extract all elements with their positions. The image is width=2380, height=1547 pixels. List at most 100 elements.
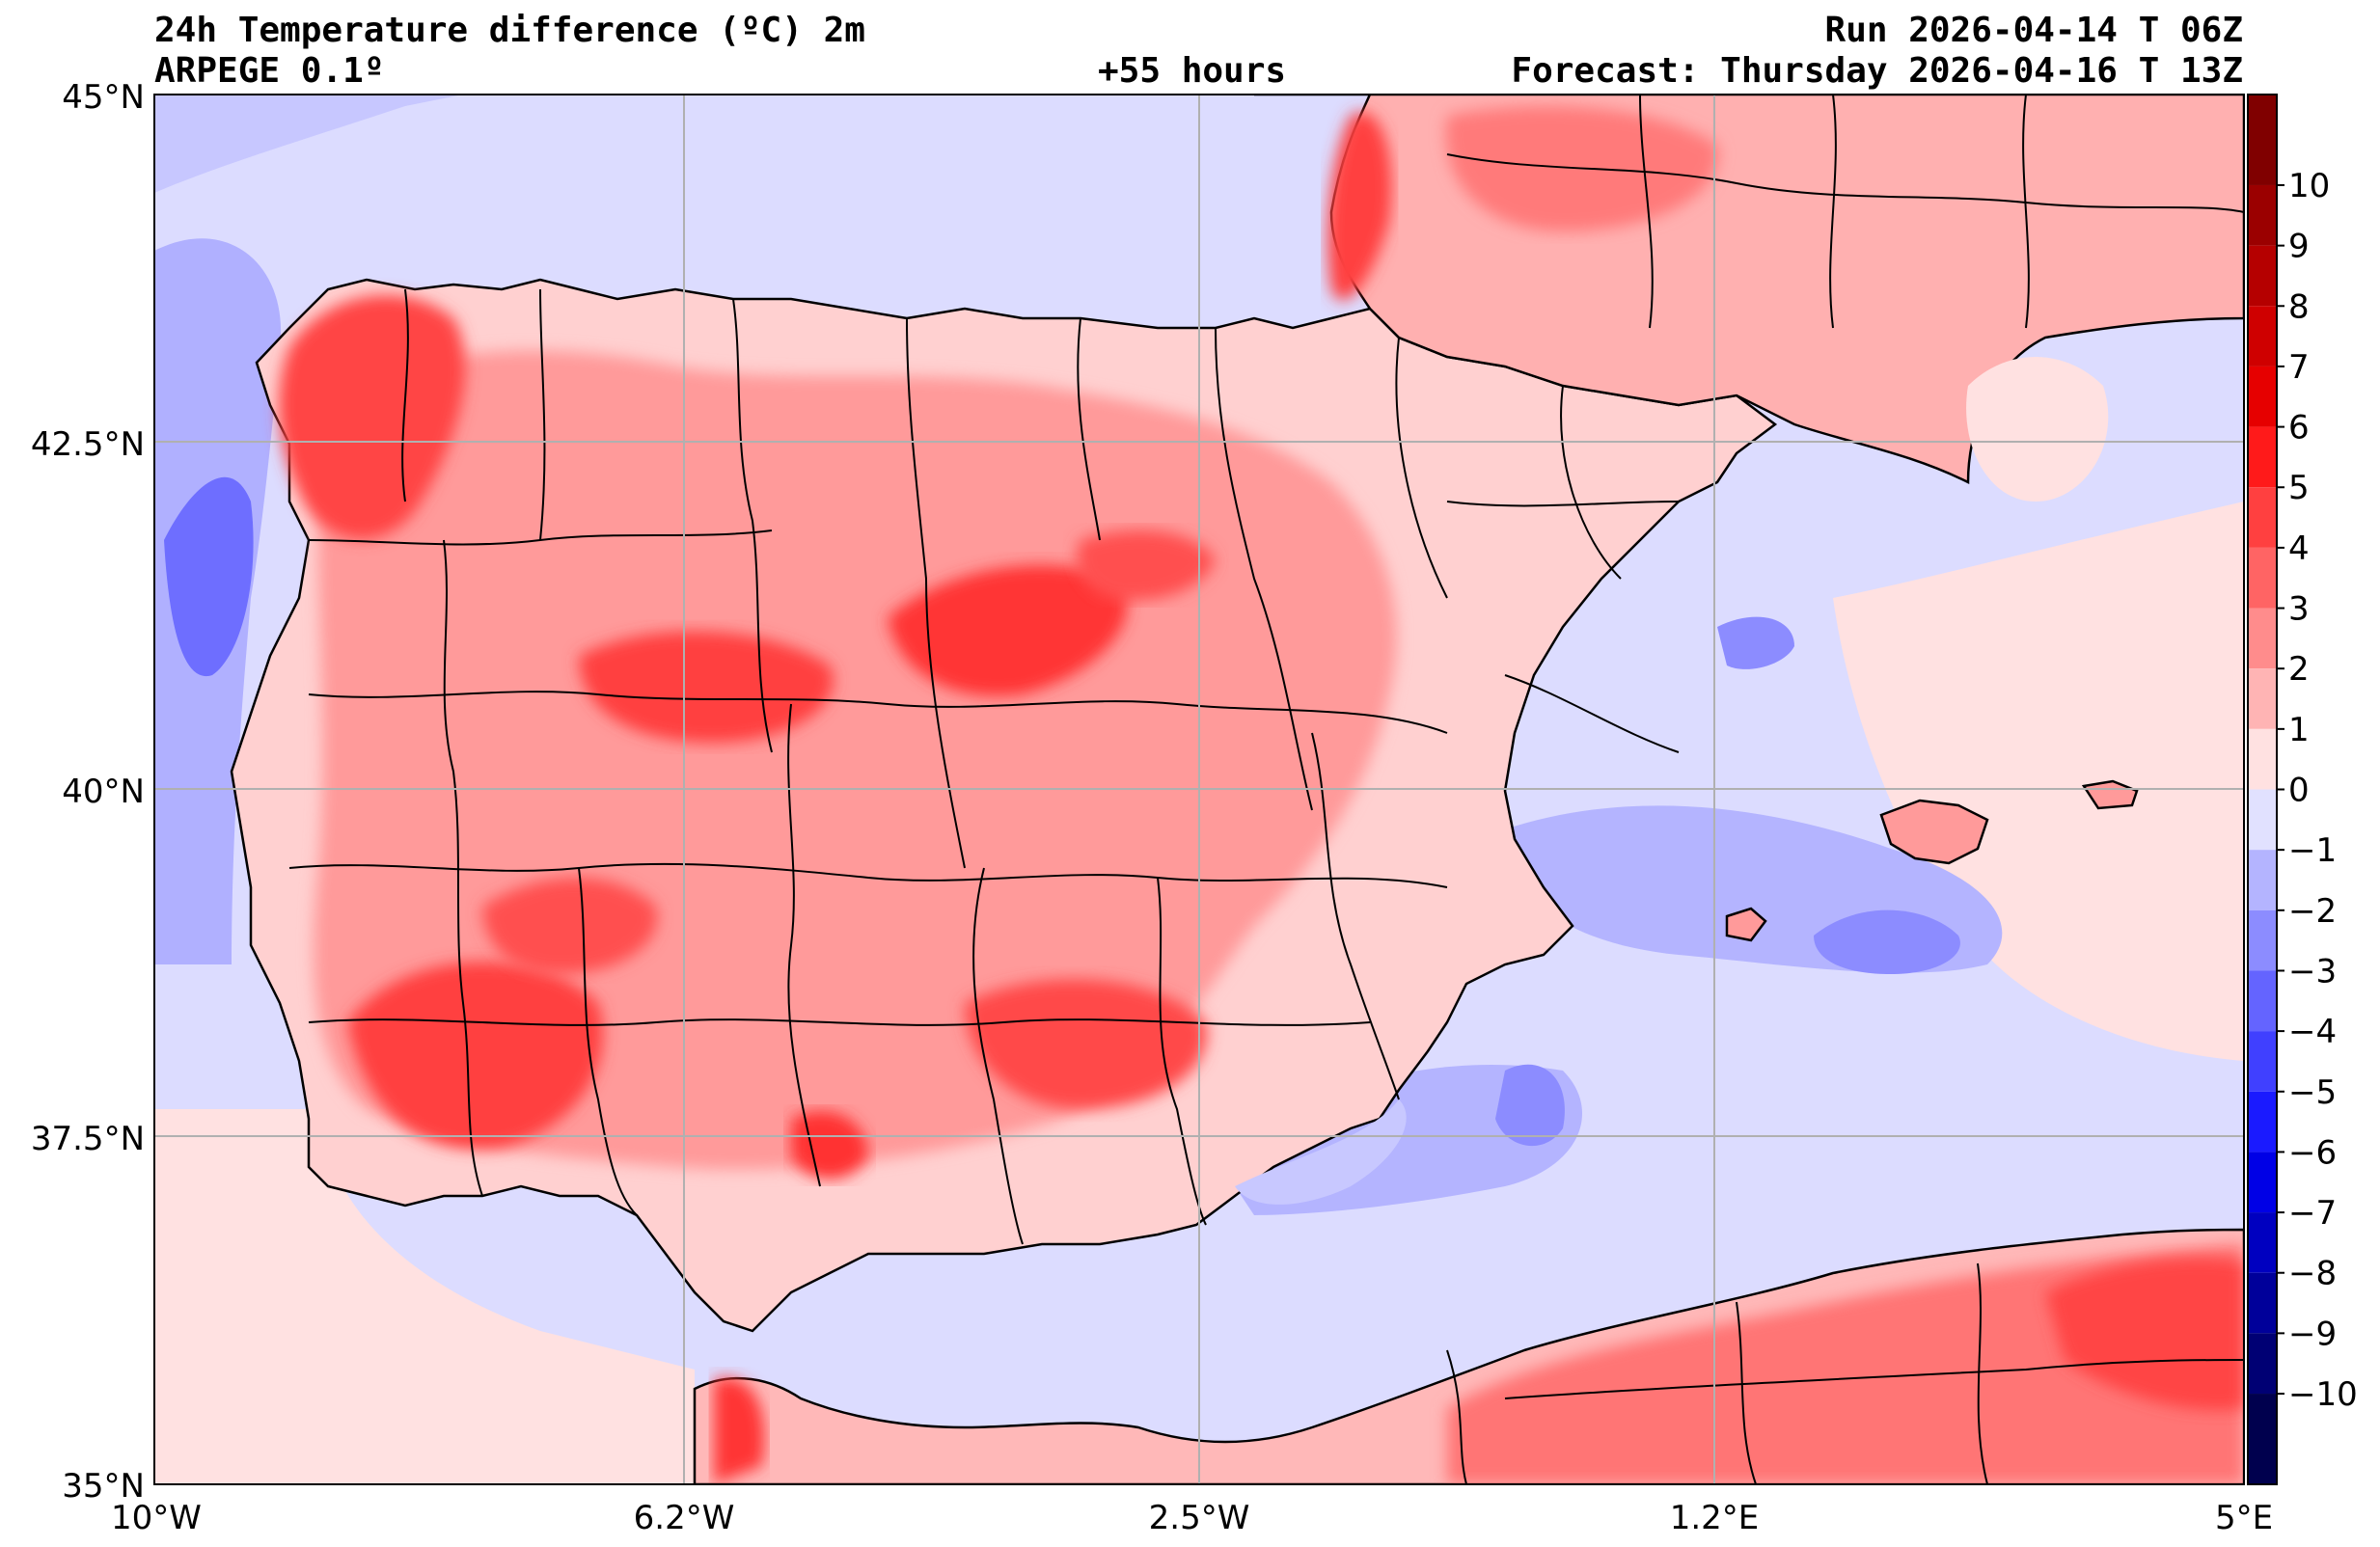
sevilla-hot-spot xyxy=(791,1111,868,1180)
colorbar-label: −2 xyxy=(2288,892,2337,931)
lat-label: 35°N xyxy=(62,1467,145,1506)
ebro-delta-cold xyxy=(1717,616,1794,669)
map-title: 24h Temperature difference (ºC) 2m xyxy=(154,11,865,50)
region-boundary xyxy=(1639,95,1654,329)
colorbar-segment xyxy=(2248,728,2277,790)
colorbar-segment xyxy=(2248,95,2277,185)
mallorca xyxy=(1879,799,1989,865)
province-boundary xyxy=(906,317,966,869)
region-boundary xyxy=(1446,153,2244,213)
region-boundary xyxy=(2022,95,2030,329)
jaen-hot-spot xyxy=(965,979,1208,1109)
soria-hot-spot xyxy=(888,564,1128,696)
province-boundary xyxy=(1311,732,1400,1100)
lat-label: 37.5°N xyxy=(31,1120,145,1158)
alentejo-hot-spot xyxy=(347,962,604,1150)
lat-label: 45°N xyxy=(62,78,145,117)
province-boundary xyxy=(1504,674,1680,753)
lat-label: 42.5°N xyxy=(31,425,145,464)
atlantic-cool-band xyxy=(154,95,463,193)
colorbar-label: 7 xyxy=(2288,348,2310,387)
colorbar-label: −9 xyxy=(2288,1315,2337,1353)
colorbar-label: 4 xyxy=(2288,529,2310,568)
province-boundary xyxy=(732,298,773,753)
extremadura-hot-spot xyxy=(482,878,658,974)
colorbar-label: 8 xyxy=(2288,287,2310,326)
colorbar-segment xyxy=(2248,1272,2277,1334)
morocco-hot-spot xyxy=(714,1377,765,1484)
longitude-labels: 10°W 6.2°W 2.5°W 1.2°E 5°E xyxy=(111,1499,2273,1537)
balearic-cold-core xyxy=(1814,909,1960,974)
province-boundary xyxy=(1077,317,1101,541)
colorbar-label: 1 xyxy=(2288,711,2310,749)
duero-hot-spot xyxy=(579,631,834,743)
atlantic-cold-core xyxy=(164,476,254,677)
colorbar-label: 3 xyxy=(2288,590,2310,629)
colorbar-segment xyxy=(2248,1152,2277,1213)
landes-hot-spot xyxy=(1327,112,1392,301)
map-plot-area xyxy=(154,95,2244,1484)
lon-label: 10°W xyxy=(111,1499,202,1537)
lon-label: 1.2°E xyxy=(1670,1499,1760,1537)
colorbar-segment xyxy=(2248,850,2277,910)
galicia-hot-spot xyxy=(279,295,466,539)
med-east-anomaly xyxy=(1833,502,2244,1061)
province-boundary xyxy=(443,539,483,1197)
colorbar-label: −5 xyxy=(2288,1073,2337,1112)
region-boundary xyxy=(1446,1349,1467,1484)
gulf-of-lion-area xyxy=(1966,357,2109,502)
atlantic-south-anomaly xyxy=(154,1109,695,1484)
colorbar-segment xyxy=(2248,608,2277,669)
province-boundary xyxy=(1560,385,1622,580)
province-boundary xyxy=(401,288,409,502)
colorbar-label: −10 xyxy=(2288,1375,2358,1414)
colorbar-segment xyxy=(2248,184,2277,246)
algeria-warm-area xyxy=(1447,1244,2244,1484)
colorbar-segment xyxy=(2248,1212,2277,1273)
colorbar-label: 6 xyxy=(2288,409,2310,448)
colorbar-label: −1 xyxy=(2288,831,2337,870)
colorbar-segment xyxy=(2248,789,2277,851)
map-frame xyxy=(153,94,2245,1485)
colorbar-label: −8 xyxy=(2288,1255,2337,1293)
lead-time: +55 hours xyxy=(1098,51,1287,91)
colorbar-label: 5 xyxy=(2288,469,2310,507)
colorbar-segment xyxy=(2248,1333,2277,1395)
region-boundary xyxy=(1504,1359,2244,1399)
lat-label: 40°N xyxy=(62,773,145,811)
almeria-cool-fringe xyxy=(1235,1099,1407,1205)
province-boundary xyxy=(1446,501,1680,507)
colorbar-label: 10 xyxy=(2288,167,2330,205)
colorbar-label: −7 xyxy=(2288,1194,2337,1233)
colorbar-label: −3 xyxy=(2288,952,2337,991)
lon-label: 6.2°W xyxy=(634,1499,735,1537)
ebro-hot-spot xyxy=(1077,529,1216,601)
colorbar-segment xyxy=(2248,668,2277,729)
lon-label: 2.5°W xyxy=(1149,1499,1250,1537)
colorbar-segment xyxy=(2248,366,2277,427)
latitude-labels: 35°N 37.5°N 40°N 42.5°N 45°N xyxy=(31,78,145,1506)
colorbar-segment xyxy=(2248,909,2277,971)
lon-label: 5°E xyxy=(2215,1499,2273,1537)
colorbar-label: 0 xyxy=(2288,772,2310,810)
province-boundary xyxy=(578,867,638,1216)
colorbar-segment xyxy=(2248,426,2277,488)
colorbar-segment xyxy=(2248,245,2277,307)
model-name: ARPEGE 0.1º xyxy=(154,51,385,91)
colorbar-label: 9 xyxy=(2288,228,2310,266)
alboran-cold-core xyxy=(1495,1064,1565,1147)
colorbar-segment xyxy=(2248,1091,2277,1153)
ibiza xyxy=(1725,907,1767,942)
colorbar-segment xyxy=(2248,970,2277,1032)
province-boundary xyxy=(1157,877,1207,1226)
run-time: Run 2026-04-14 T 06Z xyxy=(1824,11,2243,50)
colorbar-label: 2 xyxy=(2288,650,2310,689)
colorbar-segment xyxy=(2248,306,2277,366)
province-boundaries xyxy=(288,95,2244,1484)
colorbar-segment xyxy=(2248,547,2277,609)
region-boundary xyxy=(1977,1262,1988,1484)
colorbar-label: −4 xyxy=(2288,1013,2337,1051)
province-boundary xyxy=(308,691,1448,734)
